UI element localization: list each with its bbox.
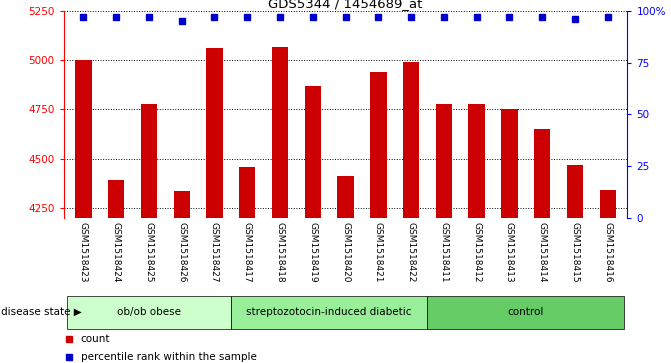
Text: GSM1518423: GSM1518423 [79, 221, 88, 282]
Bar [403, 62, 419, 218]
Bar [567, 164, 583, 218]
Bar [501, 109, 517, 218]
Bar [435, 103, 452, 218]
Text: GSM1518427: GSM1518427 [210, 221, 219, 282]
Text: GSM1518416: GSM1518416 [603, 221, 612, 282]
Text: GSM1518417: GSM1518417 [243, 221, 252, 282]
Text: GSM1518426: GSM1518426 [177, 221, 187, 282]
Text: GSM1518419: GSM1518419 [308, 221, 317, 282]
Text: control: control [507, 307, 544, 317]
Bar [599, 190, 616, 218]
Text: percentile rank within the sample: percentile rank within the sample [81, 352, 256, 362]
Text: count: count [81, 334, 110, 344]
FancyBboxPatch shape [67, 296, 231, 329]
Text: GSM1518411: GSM1518411 [440, 221, 448, 282]
Text: ob/ob obese: ob/ob obese [117, 307, 181, 317]
Bar [239, 167, 256, 218]
Bar [206, 48, 223, 218]
Text: GSM1518415: GSM1518415 [570, 221, 580, 282]
Text: GSM1518421: GSM1518421 [374, 221, 383, 282]
FancyBboxPatch shape [231, 296, 427, 329]
Title: GDS5344 / 1454689_at: GDS5344 / 1454689_at [268, 0, 423, 10]
Text: GSM1518412: GSM1518412 [472, 221, 481, 282]
Bar [272, 47, 289, 218]
Bar [141, 103, 157, 218]
Bar [75, 60, 92, 218]
Bar [108, 180, 124, 218]
Text: GSM1518420: GSM1518420 [341, 221, 350, 282]
Text: disease state ▶: disease state ▶ [1, 307, 82, 317]
Text: GSM1518422: GSM1518422 [407, 221, 415, 282]
Text: GSM1518418: GSM1518418 [276, 221, 285, 282]
Bar [534, 129, 550, 218]
Text: GSM1518414: GSM1518414 [537, 221, 547, 282]
Bar [370, 72, 386, 218]
Bar [338, 176, 354, 218]
FancyBboxPatch shape [427, 296, 624, 329]
Text: GSM1518425: GSM1518425 [144, 221, 154, 282]
Text: GSM1518424: GSM1518424 [111, 221, 121, 282]
Bar [174, 191, 190, 218]
Bar [305, 86, 321, 218]
Text: GSM1518413: GSM1518413 [505, 221, 514, 282]
Bar [468, 103, 485, 218]
Text: streptozotocin-induced diabetic: streptozotocin-induced diabetic [246, 307, 412, 317]
